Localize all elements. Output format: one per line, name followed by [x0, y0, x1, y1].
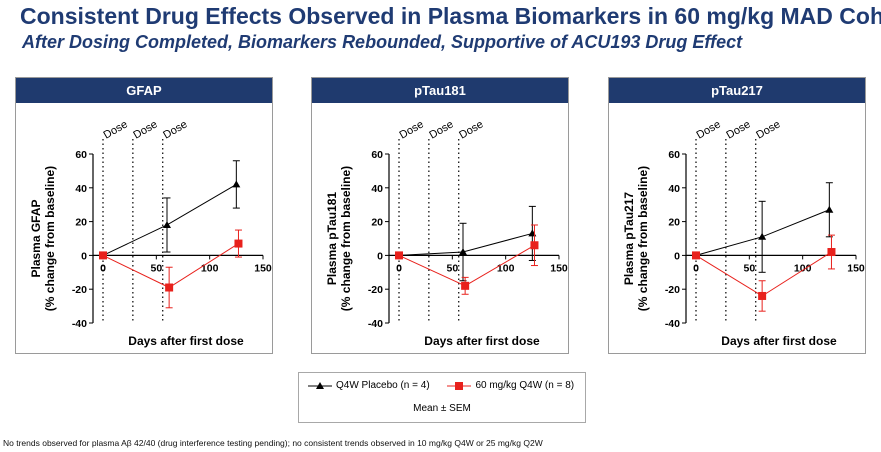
x-tick-label: 100: [201, 262, 219, 274]
y-axis-title-line2: (% change from baseline): [43, 166, 57, 311]
y-tick-label: 0: [674, 250, 680, 262]
placebo-point: [825, 205, 834, 213]
y-tick-label: 20: [371, 217, 383, 229]
y-tick-label: 60: [371, 149, 383, 161]
placebo-point: [758, 232, 767, 240]
y-axis-title-line1: Plasma pTau217: [622, 192, 636, 285]
x-tick-label: 50: [150, 262, 162, 274]
y-axis-title-line1: Plasma GFAP: [29, 199, 43, 277]
page-subtitle: After Dosing Completed, Biomarkers Rebou…: [22, 32, 743, 52]
chart-panel-ptau181: pTau181 Dose Dose Dose -40 -20 0 20 40 60 0 50 100 1…: [311, 77, 569, 354]
y-tick-label: 40: [371, 183, 383, 195]
dose-label: Dose: [427, 118, 455, 141]
drug-point: [827, 248, 836, 257]
chart-legend: Q4W Placebo (n = 4) 60 mg/kg Q4W (n = 8)…: [298, 372, 586, 423]
y-tick-label: 60: [668, 149, 680, 161]
legend-drug-marker-icon: [447, 381, 472, 390]
x-tick-label: 0: [396, 262, 402, 274]
x-tick-label: 150: [550, 262, 568, 274]
y-tick-label: 0: [377, 250, 383, 262]
legend-drug-label: 60 mg/kg Q4W (n = 8): [475, 380, 575, 391]
dose-label: Dose: [724, 118, 752, 141]
dose-label: Dose: [398, 118, 426, 141]
placebo-series-line: [398, 232, 533, 256]
y-axis-title-line2: (% change from baseline): [339, 166, 353, 311]
footnote: No trends observed for plasma Aβ 42/40 (…: [3, 438, 543, 448]
placebo-series-line: [695, 209, 830, 256]
drug-point: [165, 283, 174, 292]
y-tick-label: 40: [668, 183, 680, 195]
legend-placebo-marker-icon: [308, 381, 332, 389]
y-tick-label: -20: [368, 284, 383, 296]
x-axis-title: Days after first dose: [424, 334, 540, 348]
chart-panel-gfap: GFAP Dose Dose Dose -40 -20 0 20 40 60 0 50 100 150 D…: [15, 77, 273, 354]
y-tick-label: -40: [665, 318, 680, 330]
y-tick-label: 40: [75, 183, 87, 195]
legend-note: Mean ± SEM: [413, 403, 471, 414]
y-axis-title-line1: Plasma pTau181: [325, 192, 339, 285]
drug-point: [99, 251, 107, 260]
placebo-point: [528, 229, 537, 237]
x-tick-label: 150: [847, 262, 865, 274]
placebo-point: [163, 220, 171, 228]
x-tick-label: 0: [693, 262, 699, 274]
x-tick-label: 100: [794, 262, 812, 274]
drug-point: [692, 251, 700, 260]
dose-label: Dose: [695, 118, 723, 141]
drug-point: [234, 239, 243, 248]
chart-title: pTau181: [312, 78, 568, 103]
x-tick-label: 0: [100, 262, 106, 274]
placebo-series-line: [102, 183, 237, 256]
drug-point: [530, 241, 539, 250]
drug-point: [758, 291, 767, 300]
y-tick-label: 0: [81, 250, 87, 262]
legend-placebo-label: Q4W Placebo (n = 4): [336, 380, 430, 391]
drug-point: [461, 281, 470, 290]
y-tick-label: 20: [75, 217, 87, 229]
y-tick-label: -40: [72, 318, 87, 330]
placebo-point: [232, 180, 241, 188]
drug-point: [395, 251, 403, 260]
x-tick-label: 50: [743, 262, 755, 274]
y-axis-title-line2: (% change from baseline): [636, 166, 650, 311]
dose-label: Dose: [102, 118, 130, 141]
placebo-point: [459, 248, 467, 256]
dose-label: Dose: [457, 118, 485, 141]
chart-title: pTau217: [609, 78, 865, 103]
dose-label: Dose: [131, 118, 159, 141]
y-tick-label: -40: [368, 318, 383, 330]
dose-label: Dose: [754, 118, 782, 141]
legend-item-drug: 60 mg/kg Q4W (n = 8): [446, 380, 574, 391]
x-axis-title: Days after first dose: [721, 334, 837, 348]
page-title: Consistent Drug Effects Observed in Plas…: [20, 3, 881, 29]
y-tick-label: -20: [72, 284, 87, 296]
chart-title: GFAP: [16, 78, 272, 103]
dose-label: Dose: [161, 118, 189, 141]
y-tick-label: 60: [75, 149, 87, 161]
x-tick-label: 50: [446, 262, 458, 274]
legend-item-placebo: Q4W Placebo (n = 4): [307, 380, 430, 391]
x-tick-label: 100: [497, 262, 515, 274]
y-tick-label: -20: [665, 284, 680, 296]
chart-panel-ptau217: pTau217 Dose Dose Dose -40 -20 0 20 40 60 0 50 100 1…: [608, 77, 866, 354]
x-tick-label: 150: [254, 262, 272, 274]
x-axis-title: Days after first dose: [128, 334, 244, 348]
y-tick-label: 20: [668, 217, 680, 229]
